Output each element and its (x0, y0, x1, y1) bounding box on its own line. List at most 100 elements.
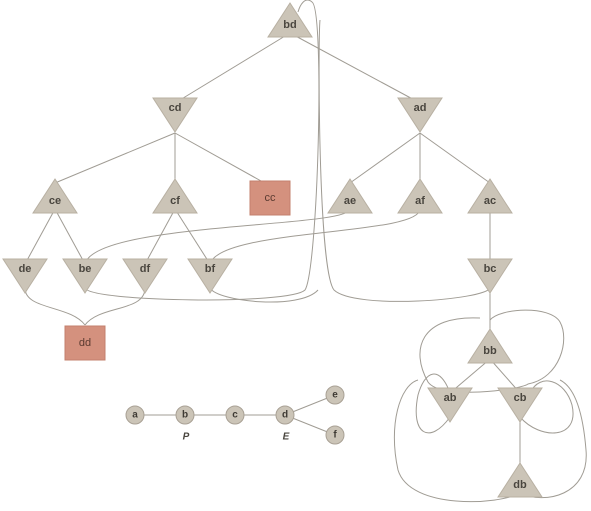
chain-label-f: f (333, 430, 337, 441)
edge-24 (419, 309, 565, 393)
node-label-bf: bf (205, 263, 216, 275)
node-cb[interactable]: cb (497, 387, 543, 423)
chain-label-e: e (332, 390, 338, 401)
edge-4 (174, 132, 271, 187)
edge-22 (489, 358, 521, 394)
edge-0 (174, 32, 291, 104)
node-bd[interactable]: bd (267, 2, 313, 38)
node-cf[interactable]: cf (152, 178, 198, 214)
edge-5 (349, 132, 421, 184)
edge-14 (84, 287, 146, 326)
node-cd[interactable]: cd (152, 97, 198, 133)
node-shape-de (2, 258, 48, 294)
node-shape-bd (267, 2, 313, 38)
node-shape-ae (327, 178, 373, 214)
node-label-db: db (513, 479, 527, 491)
node-shape-bf (187, 258, 233, 294)
node-label-bd: bd (283, 19, 296, 31)
chain-dot-f (325, 425, 345, 445)
node-shape-df (122, 258, 168, 294)
edge-2 (54, 132, 176, 184)
edge-18 (209, 287, 319, 303)
node-shape-cd (152, 97, 198, 133)
chain-label-a: a (132, 410, 138, 421)
chain-dot-d (275, 405, 295, 425)
edge-8 (24, 208, 56, 265)
node-ae[interactable]: ae (327, 178, 373, 214)
chain-label-b: b (182, 410, 188, 421)
node-shape-cf (152, 178, 198, 214)
node-ad[interactable]: ad (397, 97, 443, 133)
chain-node-b[interactable]: bP (175, 405, 195, 443)
node-label-ab: ab (444, 392, 457, 404)
edge-7 (419, 132, 491, 184)
chain-dot-c (225, 405, 245, 425)
node-bf[interactable]: bf (187, 258, 233, 294)
node-db[interactable]: db (497, 462, 543, 498)
chain-node-a[interactable]: a (125, 405, 145, 425)
edge-1 (289, 32, 421, 104)
node-de[interactable]: de (2, 258, 48, 294)
edge-9 (54, 208, 86, 265)
node-label-ad: ad (414, 102, 427, 114)
node-shape-be (62, 258, 108, 294)
edge-16 (209, 208, 421, 265)
node-be[interactable]: be (62, 258, 108, 294)
chain-node-e[interactable]: e (325, 385, 345, 405)
node-shape-ab (427, 387, 473, 423)
node-shape-db (497, 462, 543, 498)
node-shape-cb (497, 387, 543, 423)
node-shape-ac (467, 178, 513, 214)
chain-dot-e (325, 385, 345, 405)
edge-26 (519, 380, 574, 434)
node-shape-ad (397, 97, 443, 133)
node-label-dd: dd (79, 337, 91, 349)
node-label-de: de (19, 263, 32, 275)
chain-node-c[interactable]: c (225, 405, 245, 425)
node-cc[interactable]: cc (249, 180, 291, 216)
edge-25 (415, 373, 451, 434)
node-df[interactable]: df (122, 258, 168, 294)
node-label-cb: cb (514, 392, 527, 404)
edge-17 (84, 0, 320, 301)
edge-13 (24, 287, 86, 326)
node-bc[interactable]: bc (467, 258, 513, 294)
node-label-be: be (79, 263, 92, 275)
edge-28 (519, 379, 587, 499)
chain-dot-a (125, 405, 145, 425)
node-bb[interactable]: bb (467, 328, 513, 364)
edge-27 (393, 379, 521, 503)
edge-21 (449, 358, 491, 394)
node-ab[interactable]: ab (427, 387, 473, 423)
node-ac[interactable]: ac (467, 178, 513, 214)
chain-sublabel-d: E (283, 432, 290, 443)
node-dd[interactable]: dd (64, 325, 106, 361)
chain-node-d[interactable]: dE (275, 405, 295, 443)
node-label-ae: ae (344, 195, 356, 207)
node-af[interactable]: af (397, 178, 443, 214)
node-ce[interactable]: ce (32, 178, 78, 214)
edge-11 (174, 208, 211, 265)
edge-10 (144, 208, 176, 265)
node-label-cc: cc (265, 192, 277, 204)
chain-sublabel-b: P (183, 432, 190, 443)
node-shape-dd (64, 325, 106, 361)
node-shape-bb (467, 328, 513, 364)
node-shape-ce (32, 178, 78, 214)
node-label-ce: ce (49, 195, 61, 207)
node-label-ac: ac (484, 195, 496, 207)
chain-label-d: d (282, 410, 288, 421)
node-label-df: df (140, 263, 151, 275)
edge-15 (84, 208, 351, 265)
node-label-bb: bb (483, 345, 497, 357)
node-label-cf: cf (170, 195, 180, 207)
node-shape-af (397, 178, 443, 214)
node-label-af: af (415, 195, 425, 207)
chain-node-f[interactable]: f (325, 425, 345, 445)
edge-19 (318, 19, 491, 302)
node-label-cd: cd (169, 102, 182, 114)
